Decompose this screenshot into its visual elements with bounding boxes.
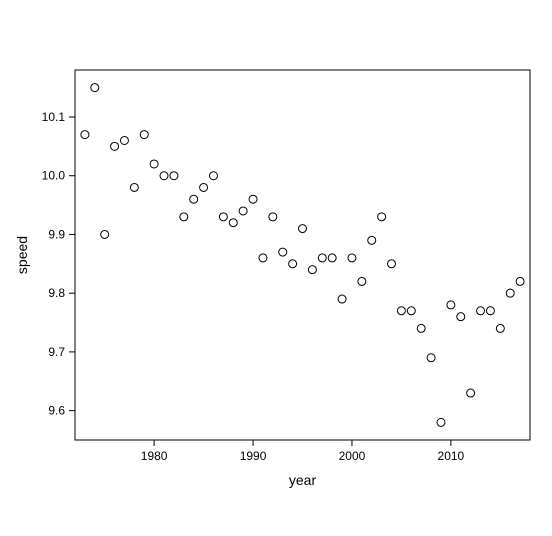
data-point [457, 313, 465, 321]
data-point [496, 324, 504, 332]
x-tick-label: 2010 [438, 449, 465, 463]
data-point [150, 160, 158, 168]
data-point [120, 136, 128, 144]
data-point [308, 266, 316, 274]
data-point [219, 213, 227, 221]
data-point [358, 277, 366, 285]
plot-border [75, 70, 530, 440]
y-tick-label: 9.9 [48, 227, 65, 241]
data-point [190, 195, 198, 203]
y-tick-label: 9.6 [48, 404, 65, 418]
data-point [299, 225, 307, 233]
data-point [249, 195, 257, 203]
chart-svg: 1980 1990 2000 2010 9.6 9.7 9.8 9.9 10.0 10.1 year… [0, 0, 552, 536]
data-point [259, 254, 267, 262]
x-tick-label: 1990 [240, 449, 267, 463]
data-point [378, 213, 386, 221]
data-point [477, 307, 485, 315]
data-point [467, 389, 475, 397]
data-point [318, 254, 326, 262]
data-point [140, 131, 148, 139]
scatter-chart: 1980 1990 2000 2010 9.6 9.7 9.8 9.9 10.0 10.1 year… [0, 0, 552, 536]
data-point [348, 254, 356, 262]
data-point [239, 207, 247, 215]
y-tick-label: 10.1 [42, 110, 66, 124]
data-point [81, 131, 89, 139]
data-point [180, 213, 188, 221]
data-point [486, 307, 494, 315]
data-point [200, 183, 208, 191]
y-tick-label: 10.0 [42, 169, 66, 183]
data-point [160, 172, 168, 180]
data-point [209, 172, 217, 180]
data-point [338, 295, 346, 303]
data-point [229, 219, 237, 227]
data-point [437, 418, 445, 426]
data-point [130, 183, 138, 191]
data-point [279, 248, 287, 256]
y-axis-label: speed [14, 236, 30, 274]
data-point [101, 230, 109, 238]
data-point [269, 213, 277, 221]
data-point [111, 142, 119, 150]
data-point [397, 307, 405, 315]
data-point [91, 84, 99, 92]
data-point [447, 301, 455, 309]
data-point [427, 354, 435, 362]
x-tick-label: 1980 [141, 449, 168, 463]
x-axis-label: year [289, 472, 317, 488]
data-point [368, 236, 376, 244]
data-point [289, 260, 297, 268]
data-point [388, 260, 396, 268]
y-tick-label: 9.7 [48, 345, 65, 359]
y-tick-label: 9.8 [48, 286, 65, 300]
x-tick-label: 2000 [339, 449, 366, 463]
data-point [170, 172, 178, 180]
data-point [328, 254, 336, 262]
data-point [417, 324, 425, 332]
data-point [516, 277, 524, 285]
data-point [506, 289, 514, 297]
data-point [407, 307, 415, 315]
